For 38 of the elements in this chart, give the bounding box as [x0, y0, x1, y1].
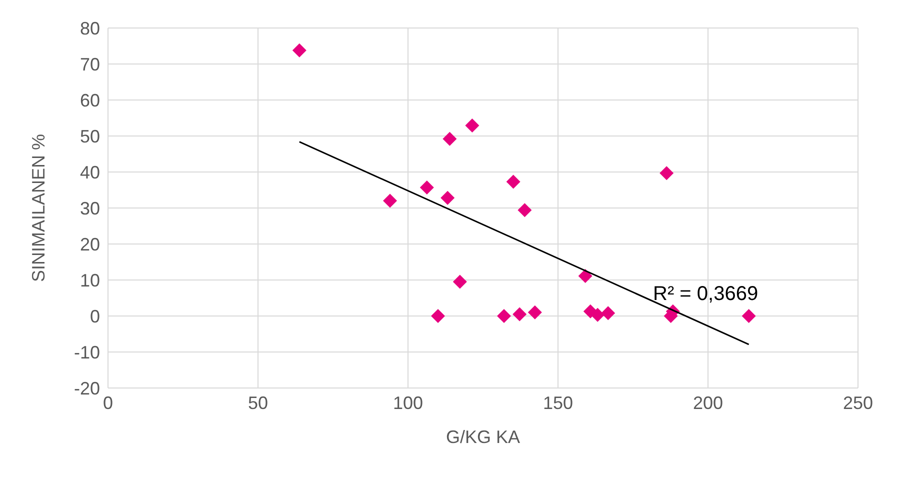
point	[506, 174, 520, 189]
y-tick-label: 0	[90, 306, 100, 326]
y-tick-label: 50	[80, 126, 100, 146]
x-tick-label: 200	[692, 392, 724, 413]
point	[601, 306, 616, 320]
x-tick-label: 150	[542, 392, 574, 413]
point	[518, 203, 532, 218]
y-axis-title: SINIMAILANEN %	[28, 134, 48, 282]
annotation: R² = 0,3669	[653, 283, 758, 306]
point	[440, 190, 455, 205]
point	[431, 309, 445, 323]
y-tick-label: 30	[80, 198, 100, 218]
point	[660, 166, 674, 180]
point	[442, 132, 457, 146]
y-tick-label: 10	[80, 270, 100, 290]
point	[512, 307, 527, 322]
point	[420, 180, 434, 194]
y-tick-label: 40	[80, 162, 100, 182]
y-tick-label: 70	[80, 54, 100, 74]
point	[528, 305, 542, 320]
point	[292, 43, 306, 58]
x-tick-label: 0	[102, 392, 114, 413]
x-tick-label: 50	[248, 392, 268, 413]
x-tick-label: 250	[842, 392, 874, 413]
point	[742, 309, 756, 323]
y-tick-label: 60	[80, 90, 100, 110]
x-axis-title: G/KG KA	[446, 427, 520, 447]
point	[383, 194, 397, 208]
point	[497, 309, 511, 323]
y-tick-label: -10	[74, 342, 100, 362]
point	[465, 118, 480, 133]
y-tick-label: 80	[80, 18, 100, 38]
x-tick-label: 100	[392, 392, 424, 413]
point	[578, 269, 592, 284]
y-tick-label: 20	[80, 234, 100, 254]
point	[590, 308, 605, 322]
point	[452, 274, 467, 289]
y-tick-label: -20	[74, 378, 100, 398]
